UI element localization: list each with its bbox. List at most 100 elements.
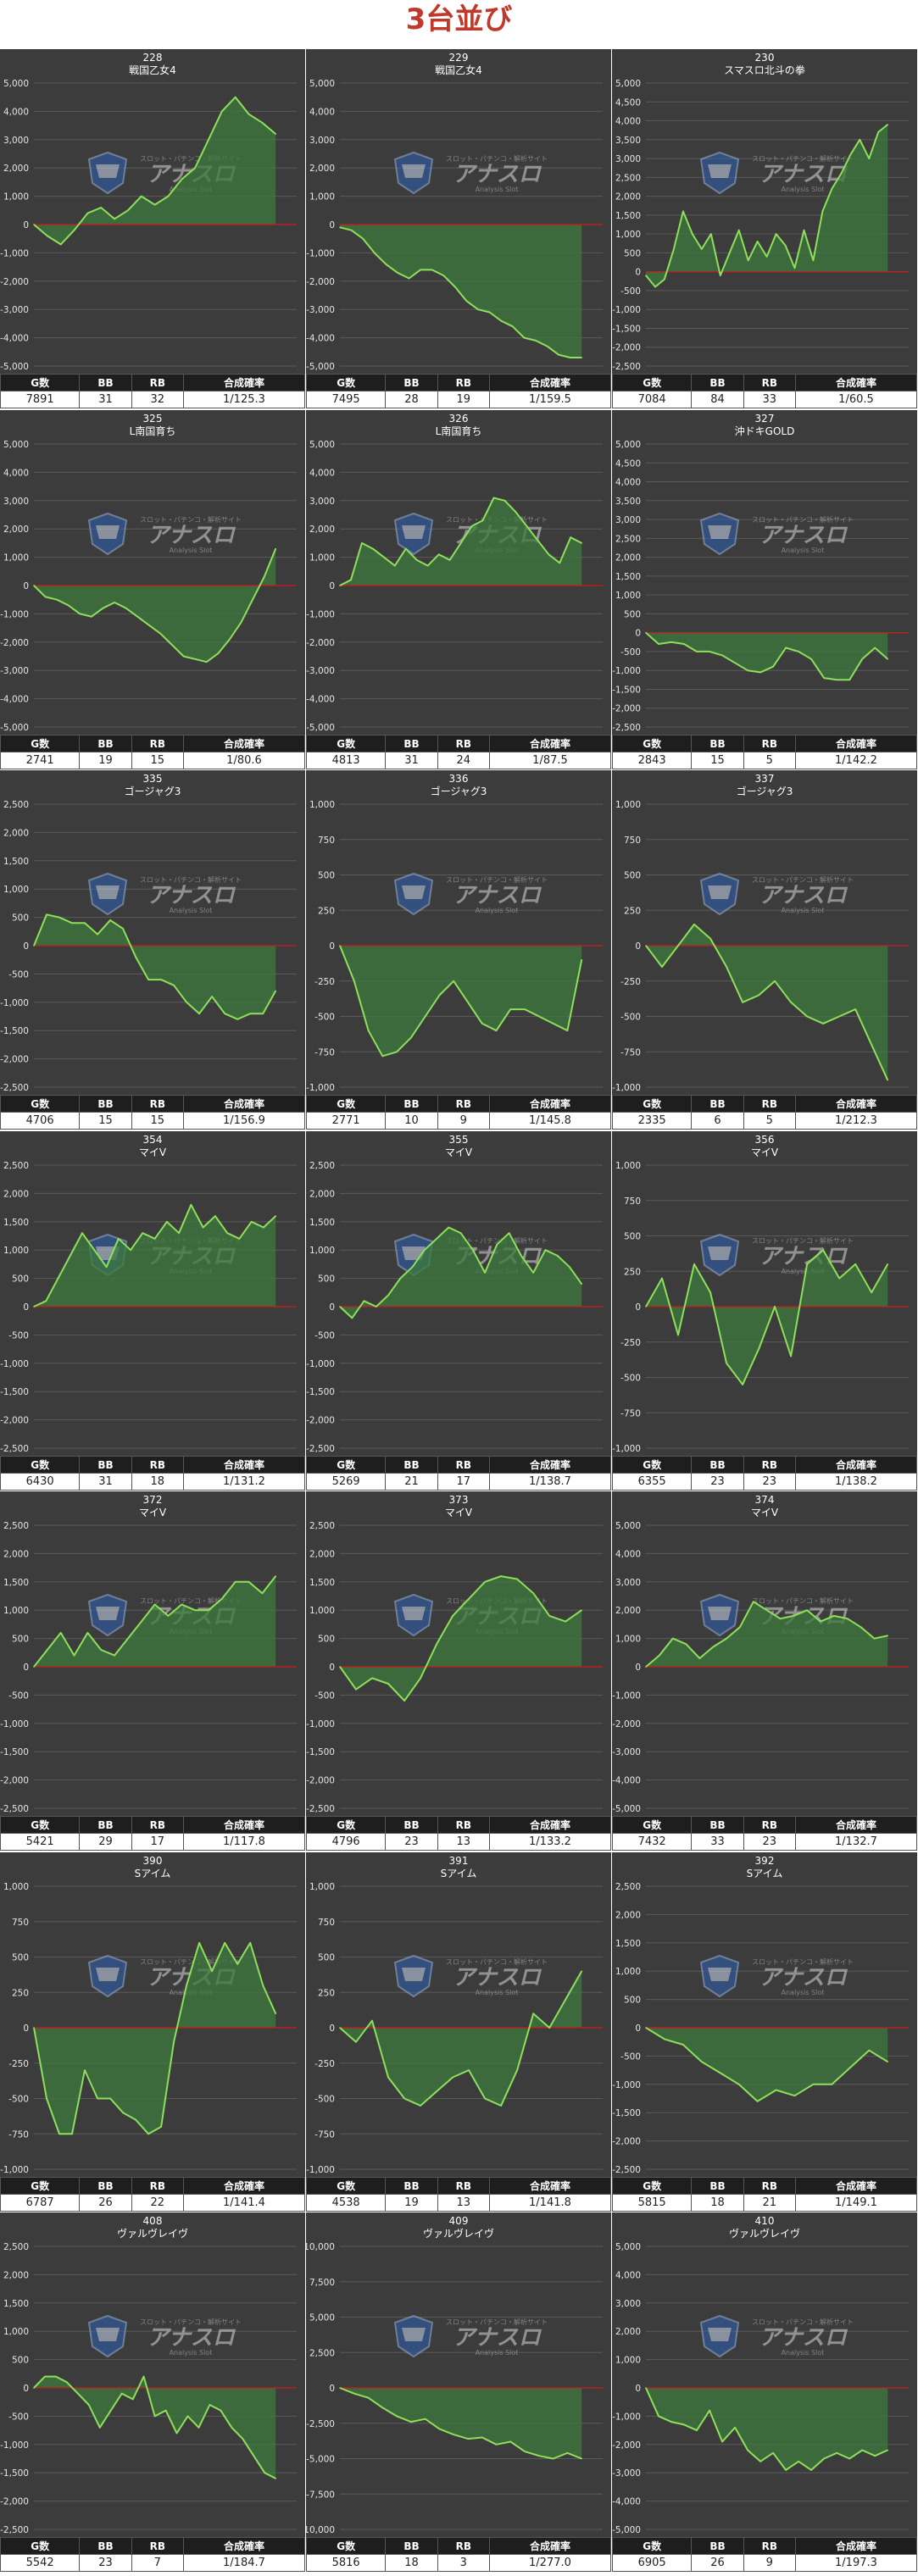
data-point [181, 178, 183, 180]
data-point [355, 1688, 357, 1690]
y-tick-label: -1,000 [0, 2440, 29, 2451]
stats-header-cell: G数 [305, 1095, 387, 1113]
y-tick-label: -2,500 [612, 362, 641, 372]
watermark-top-text: スロット・パチンコ・解析サイト [446, 2318, 548, 2326]
data-point [339, 2387, 341, 2389]
stats-value-row: 5269 21 17 1/138.7 [305, 1473, 612, 1491]
data-point [56, 598, 58, 601]
stats-value-cell: 24 [437, 752, 490, 769]
y-tick-label: -500 [8, 1330, 29, 1341]
series-area [340, 225, 582, 358]
data-point [721, 654, 723, 657]
watermark-brand: アナスロ [453, 1965, 542, 1990]
data-point [410, 2421, 412, 2423]
data-point [249, 1942, 252, 1944]
y-tick-label: -1,500 [306, 1387, 335, 1397]
data-point [164, 2409, 167, 2412]
y-tick-label: 5,000 [615, 79, 641, 89]
data-point [581, 2457, 582, 2460]
y-tick-label: -5,000 [0, 723, 29, 733]
data-point [779, 1618, 782, 1619]
data-point [387, 2076, 389, 2079]
data-point [765, 1609, 768, 1611]
y-tick-label: 1,000 [3, 1246, 29, 1256]
page-title: 3台並び [405, 3, 513, 36]
stats-value-cell: 4813 [305, 752, 387, 769]
data-point [86, 1632, 89, 1634]
data-point [182, 655, 185, 658]
data-point [387, 1294, 389, 1296]
data-point [790, 1355, 792, 1357]
y-tick-label: 0 [329, 2024, 335, 2034]
stats-value-cell: 1/159.5 [488, 391, 612, 408]
data-point [114, 1654, 115, 1657]
chart-title: マイV [751, 1146, 779, 1158]
stats-header-cell: RB [131, 2537, 184, 2555]
data-point [367, 1030, 370, 1031]
stats-header-cell: RB [437, 2177, 490, 2195]
stats-value-cell: 6 [691, 1112, 744, 1130]
y-tick-label: 4,000 [615, 2270, 641, 2280]
data-point [275, 2012, 277, 2015]
stats-header-cell: RB [743, 735, 796, 752]
data-point [532, 1592, 534, 1594]
series-line [339, 1970, 583, 2107]
data-point [45, 1300, 47, 1302]
data-point [252, 598, 253, 601]
chart-title: マイV [139, 1507, 167, 1518]
data-point [452, 1615, 453, 1617]
data-point [887, 124, 888, 125]
data-point [130, 1249, 131, 1251]
stats-value-cell: 5 [743, 1112, 796, 1130]
data-point [658, 2415, 659, 2418]
stats-value-cell: 1/156.9 [182, 1112, 306, 1130]
stats-value-cell: 26 [691, 2554, 744, 2572]
y-tick-label: 2,500 [3, 1161, 29, 1171]
stats-header-cell: BB [385, 1456, 438, 1474]
data-point [147, 979, 149, 980]
data-point [109, 2409, 112, 2412]
y-tick-label: -3,000 [0, 305, 29, 315]
stats-value-row: 7432 33 23 1/132.7 [611, 1833, 918, 1851]
stats-value-row: 4706 15 15 1/156.9 [0, 1112, 306, 1130]
stats-header-cell: G数 [0, 1456, 81, 1474]
chart-cell: 336 ゴージャグ3 1,000 750 500 250 0 -250 -500 -750 -1,0… [305, 770, 612, 1130]
data-point [569, 1266, 570, 1268]
watermark-brand: アナスロ [759, 2325, 848, 2351]
stats-header-row: G数 BB RB 合成確率 [305, 2537, 612, 2555]
y-tick-label: -750 [314, 1047, 335, 1058]
y-tick-label: -2,000 [612, 2440, 641, 2451]
data-point [240, 621, 242, 624]
y-tick-label: 3,000 [615, 1578, 641, 1588]
y-tick-label: 4,000 [3, 107, 29, 117]
data-point [685, 1643, 687, 1646]
stats-value-cell: 4796 [305, 1833, 387, 1851]
series-line [645, 2027, 888, 2102]
stats-value-cell: 5 [743, 752, 796, 769]
data-point [448, 1226, 450, 1229]
y-tick-label: -1,500 [0, 2468, 29, 2479]
y-tick-label: -500 [8, 1690, 29, 1701]
y-tick-label: 2,500 [309, 2348, 335, 2358]
stats-value-cell: 18 [131, 1473, 184, 1491]
stats-header-cell: 合成確率 [182, 2177, 306, 2195]
y-tick-label: 1,500 [3, 857, 29, 867]
y-tick-label: -2,000 [306, 1776, 335, 1786]
stats-header-cell: BB [385, 1816, 438, 1834]
y-tick-label: -1,000 [306, 248, 335, 258]
data-point [122, 2112, 124, 2113]
chart-title: ヴァルヴレイヴ [117, 2227, 188, 2240]
chart-cell: 230 スマスロ北斗の拳 5,000 4,500 4,000 3,500 3,000 2,50… [611, 49, 918, 408]
data-point [710, 233, 712, 235]
y-tick-label: 4,000 [3, 468, 29, 478]
data-point [88, 2404, 90, 2406]
y-tick-label: 0 [635, 629, 641, 639]
stats-value-row: 5815 18 21 1/149.1 [611, 2194, 918, 2212]
data-point [526, 525, 528, 527]
series-area [646, 2388, 888, 2470]
stats-header-row: G数 BB RB 合成確率 [0, 735, 306, 752]
data-point [396, 2415, 398, 2418]
data-point [153, 203, 156, 206]
y-tick-label: 4,500 [615, 97, 641, 108]
stats-value-cell: 4706 [0, 1112, 81, 1130]
